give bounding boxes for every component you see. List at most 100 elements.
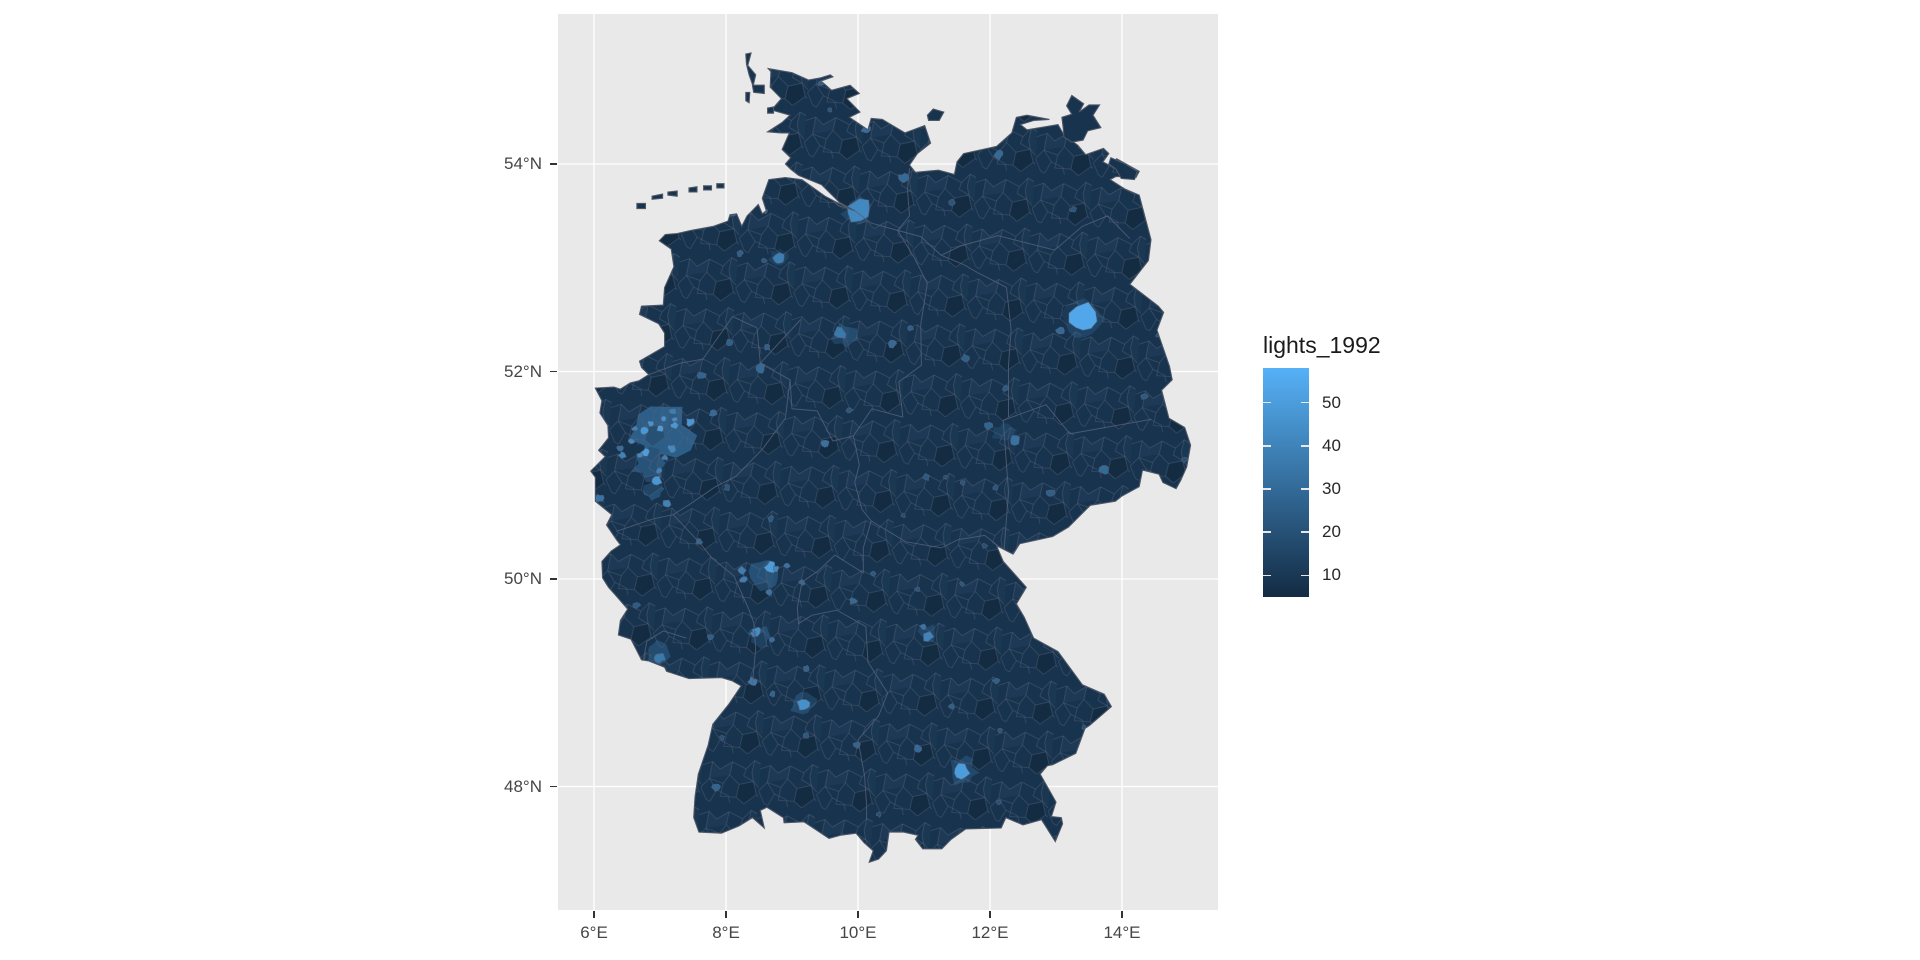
- district-Krefeld: [627, 438, 636, 445]
- district-Recklinghausen: [668, 408, 677, 415]
- district-Fuerth-Erlangen: [919, 623, 927, 631]
- district-Schwerin: [948, 198, 956, 206]
- island-12: [926, 108, 945, 121]
- legend-tick-50: [1263, 401, 1271, 404]
- y-axis-label-52°N: 52°N: [504, 361, 542, 381]
- district-Aachen: [594, 493, 605, 502]
- district-Hannover: [833, 326, 847, 339]
- district-Trier: [632, 602, 642, 609]
- legend-tick-20: [1263, 531, 1271, 533]
- district-Wuerzburg: [849, 597, 859, 605]
- island-2: [745, 91, 751, 104]
- district-Heidelberg: [768, 636, 776, 643]
- district-Neubrandenburg: [1068, 206, 1077, 213]
- island-3: [767, 106, 775, 114]
- district-Braunschweig: [888, 339, 898, 349]
- district-Bamberg: [913, 586, 921, 592]
- legend-tick-40: [1263, 444, 1271, 447]
- district-Goerlitz: [1181, 456, 1189, 463]
- legend-tick-40: [1301, 444, 1309, 447]
- legend-tick-label-10: 10: [1322, 565, 1341, 585]
- district-Herne: [671, 416, 678, 422]
- island-10: [1061, 94, 1102, 143]
- district-Augsburg: [913, 744, 923, 753]
- district-Chemnitz: [1045, 489, 1056, 497]
- district-Halle: [984, 421, 994, 431]
- district-Bochum: [670, 420, 680, 430]
- district-Hamburg: [846, 198, 870, 223]
- district-Viersen: [616, 445, 624, 452]
- districts-layer: [590, 53, 1191, 863]
- district-Goettingen: [845, 407, 854, 414]
- district-Gera: [992, 484, 998, 491]
- district-Erfurt: [921, 473, 931, 482]
- district-Kassel: [820, 440, 830, 448]
- legend-tick-label-40: 40: [1322, 435, 1341, 455]
- plot-panel: [558, 14, 1218, 910]
- state-borders: [616, 168, 1152, 820]
- district-Rosenheim: [996, 799, 1002, 806]
- y-axis-tick: [550, 163, 557, 165]
- district-Moers: [631, 425, 639, 431]
- island-9: [716, 183, 725, 189]
- district-Osnabrueck: [725, 338, 734, 347]
- district-Pforzheim: [769, 690, 776, 698]
- district-Bonn: [662, 499, 672, 508]
- district-Kempten: [875, 811, 882, 818]
- district-Berlin: [1068, 301, 1098, 331]
- legend-title: lights_1992: [1263, 332, 1381, 358]
- y-axis-tick: [550, 785, 557, 788]
- district-Dortmund: [686, 418, 696, 428]
- district-Koblenz: [696, 538, 704, 545]
- district-Leipzig: [1010, 435, 1020, 446]
- district-Oldenburg: [736, 249, 744, 258]
- district-Duisburg: [640, 426, 649, 436]
- district-Mainz: [739, 576, 748, 583]
- island-8: [703, 185, 713, 191]
- legend-tick-50: [1301, 401, 1309, 404]
- legend-tick-20: [1301, 531, 1309, 533]
- y-axis-label-50°N: 50°N: [504, 569, 542, 588]
- district-Bayreuth: [959, 581, 965, 588]
- district-Saarbruecken: [653, 652, 666, 664]
- district-Gelsenkirchen: [660, 415, 667, 423]
- island-11: [1108, 157, 1138, 181]
- district-Offenbach: [773, 565, 780, 573]
- district-Regensburg: [991, 677, 1001, 685]
- district-Freiburg: [711, 783, 722, 792]
- district-Suhl: [900, 513, 906, 519]
- x-axis-label-8°E: 8°E: [712, 923, 740, 942]
- x-axis-tick: [593, 911, 595, 918]
- district-Siegen: [723, 483, 730, 492]
- district-Emden: [671, 227, 678, 235]
- x-axis-label-6°E: 6°E: [580, 923, 608, 942]
- district-Weimar: [943, 475, 949, 481]
- district-Darmstadt: [765, 588, 773, 596]
- district-Magdeburg: [960, 353, 971, 363]
- y-axis-tick: [550, 370, 557, 373]
- legend-tick-label-20: 20: [1322, 522, 1341, 542]
- district-Heilbronn: [802, 664, 810, 672]
- district-Potsdam: [1055, 326, 1065, 335]
- district-Ingolstadt: [948, 703, 955, 710]
- district-Offenburg: [719, 735, 725, 742]
- district-Oberhausen: [647, 420, 655, 427]
- island-7: [688, 186, 698, 193]
- district-Minden: [764, 343, 771, 351]
- legend-tick-30: [1263, 488, 1271, 490]
- district-Wolfsburg: [907, 325, 914, 332]
- island-5: [651, 193, 664, 200]
- district-Koeln: [651, 475, 663, 486]
- germany-choropleth-map: [558, 14, 1218, 910]
- district-Bremen: [772, 252, 785, 264]
- island-0: [745, 52, 757, 89]
- district-Bielefeld: [755, 362, 766, 374]
- district-Stuttgart: [796, 699, 811, 711]
- district-Rostock: [993, 149, 1004, 161]
- x-axis-tick: [1121, 911, 1123, 918]
- district-Hamm: [709, 409, 718, 417]
- x-axis-label-10°E: 10°E: [839, 923, 877, 942]
- legend-tick-label-50: 50: [1322, 392, 1341, 412]
- district-Delmenhorst: [761, 257, 768, 264]
